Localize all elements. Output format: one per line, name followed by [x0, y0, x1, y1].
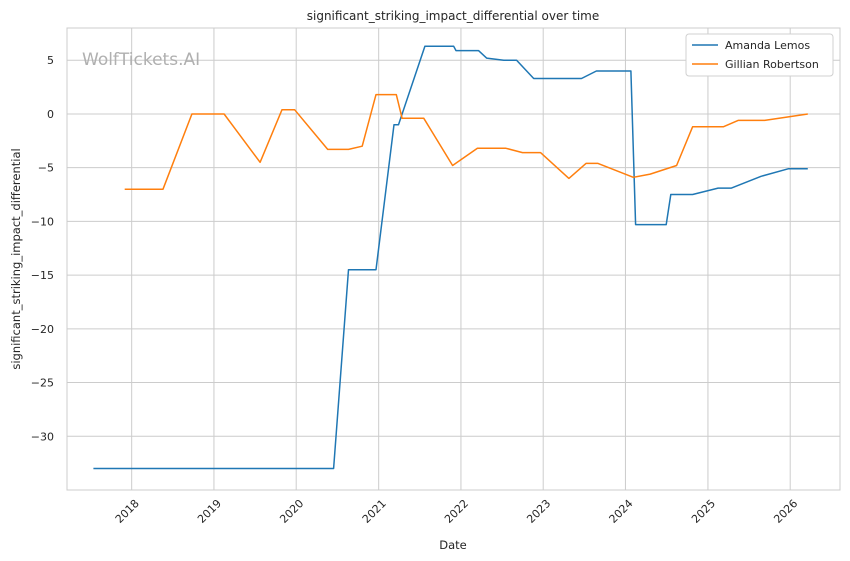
x-tick-labels: 2018 2019 2020 2021 2022 2023 2024 2025 2026 [113, 497, 801, 526]
x-tick-label: 2024 [607, 497, 636, 526]
legend-box [685, 33, 834, 77]
x-gridlines [131, 28, 791, 490]
legend: Amanda Lemos Gillian Robertson [685, 33, 834, 77]
watermark: WolfTickets.AI [82, 50, 200, 70]
series-line-gillian-robertson [124, 93, 808, 190]
y-tick-label: 5 [47, 54, 54, 67]
x-tick-label: 2025 [689, 497, 718, 526]
y-tick-label: 0 [47, 108, 54, 121]
x-tick-label: 2019 [195, 497, 224, 526]
y-tick-label: −25 [31, 377, 54, 390]
x-tick-label: 2020 [277, 497, 306, 526]
x-tick-label: 2021 [360, 497, 389, 526]
y-axis-title: significant_striking_impact_differential [9, 148, 23, 369]
y-tick-label: −15 [31, 269, 54, 282]
x-tick-label: 2026 [771, 497, 800, 526]
y-tick-labels: 5 0 −5 −10 −15 −20 −25 −30 [31, 54, 54, 443]
y-tick-label: −10 [31, 215, 54, 228]
series-layer [93, 45, 808, 470]
legend-label-amanda-lemos: Amanda Lemos [725, 39, 810, 52]
chart-title: significant_striking_impact_differential… [307, 9, 599, 23]
plot-area [66, 27, 841, 491]
x-tick-label: 2018 [113, 497, 142, 526]
x-axis-title: Date [439, 538, 467, 552]
y-tick-label: −5 [38, 162, 54, 175]
y-tick-label: −20 [31, 323, 54, 336]
y-tick-label: −30 [31, 430, 54, 443]
series-line-amanda-lemos [93, 45, 808, 470]
legend-label-gillian-robertson: Gillian Robertson [725, 58, 819, 71]
x-tick-label: 2023 [524, 497, 553, 526]
x-tick-label: 2022 [442, 497, 471, 526]
